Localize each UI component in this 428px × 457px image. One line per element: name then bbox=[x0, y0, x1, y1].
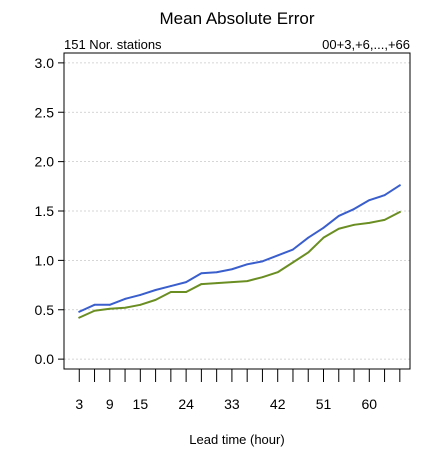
data-point bbox=[337, 215, 340, 217]
data-point bbox=[261, 260, 264, 263]
data-point bbox=[292, 248, 294, 251]
data-point bbox=[139, 294, 142, 296]
data-point bbox=[169, 291, 172, 293]
data-point bbox=[200, 272, 203, 275]
data-point bbox=[368, 199, 371, 202]
data-point bbox=[215, 282, 218, 284]
data-point bbox=[78, 316, 81, 319]
data-point bbox=[383, 194, 386, 197]
data-point bbox=[185, 291, 188, 293]
data-point bbox=[246, 280, 249, 283]
chart-subtitle-leadtimes: 00+3,+6,...,+66 bbox=[322, 37, 410, 52]
y-tick-label: 2.0 bbox=[35, 154, 55, 170]
data-point bbox=[292, 261, 294, 264]
data-point bbox=[383, 218, 386, 221]
x-tick-label: 33 bbox=[224, 396, 240, 412]
chart-subtitle-stations: 151 Nor. stations bbox=[64, 37, 162, 52]
data-point bbox=[154, 298, 157, 301]
data-point bbox=[353, 223, 355, 226]
series-line-2 bbox=[78, 210, 401, 319]
y-tick-label: 0.0 bbox=[35, 351, 55, 367]
y-axis: 0.0 0.5 1.0 1.5 2.0 2.5 3.0 bbox=[35, 55, 64, 367]
data-point bbox=[261, 276, 264, 279]
x-axis: 3 9 15 24 33 42 51 60 bbox=[75, 369, 401, 412]
data-point bbox=[93, 303, 96, 306]
data-point bbox=[185, 281, 188, 283]
data-point bbox=[78, 310, 81, 313]
data-point bbox=[231, 281, 233, 283]
data-point bbox=[93, 309, 96, 312]
data-point bbox=[307, 251, 310, 254]
chart-title: Mean Absolute Error bbox=[160, 9, 315, 28]
data-point bbox=[215, 271, 218, 274]
data-point bbox=[139, 303, 142, 306]
data-point bbox=[246, 263, 249, 266]
data-point bbox=[124, 306, 126, 309]
grid-lines bbox=[64, 62, 410, 360]
data-point bbox=[322, 226, 325, 229]
x-tick-label: 15 bbox=[133, 396, 149, 412]
data-point bbox=[124, 297, 126, 300]
data-point bbox=[154, 289, 157, 291]
series-line-1 bbox=[78, 184, 401, 313]
y-tick-label: 3.0 bbox=[35, 55, 55, 71]
data-point bbox=[231, 268, 233, 271]
data-point bbox=[169, 285, 172, 287]
data-point bbox=[108, 303, 111, 306]
y-tick-label: 2.5 bbox=[35, 104, 55, 120]
x-tick-label: 42 bbox=[270, 396, 286, 412]
y-tick-label: 1.0 bbox=[35, 252, 55, 268]
data-point bbox=[307, 236, 310, 239]
x-tick-label: 3 bbox=[75, 396, 83, 412]
x-tick-label: 9 bbox=[106, 396, 114, 412]
data-point bbox=[337, 227, 340, 230]
y-tick-label: 0.5 bbox=[35, 302, 55, 318]
data-point bbox=[200, 283, 203, 285]
x-tick-label: 60 bbox=[362, 396, 378, 412]
data-point bbox=[398, 184, 401, 187]
data-point bbox=[353, 208, 355, 210]
y-tick-label: 1.5 bbox=[35, 203, 55, 219]
data-point bbox=[108, 307, 111, 310]
data-point bbox=[368, 221, 371, 224]
data-point bbox=[276, 254, 279, 257]
x-tick-label: 51 bbox=[316, 396, 332, 412]
data-point bbox=[398, 211, 401, 213]
x-tick-label: 24 bbox=[178, 396, 194, 412]
x-axis-label: Lead time (hour) bbox=[189, 432, 284, 447]
series-lines bbox=[78, 184, 401, 319]
data-point bbox=[322, 236, 325, 239]
data-point bbox=[276, 271, 279, 274]
